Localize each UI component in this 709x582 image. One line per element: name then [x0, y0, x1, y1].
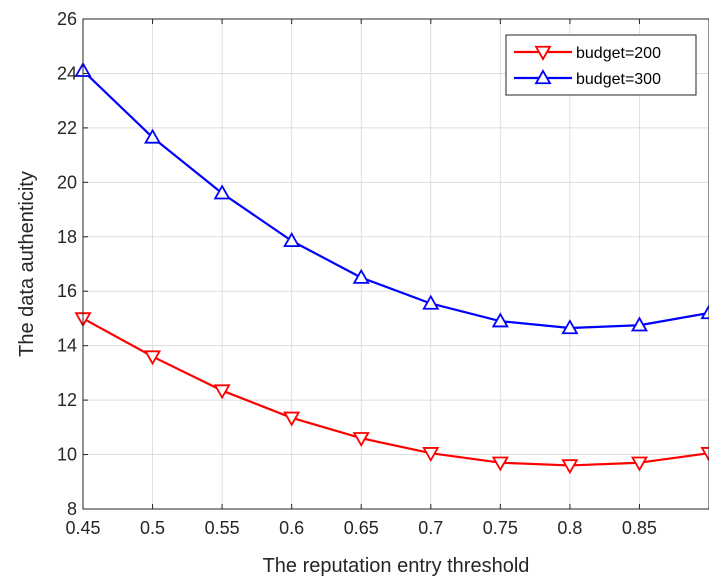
series-budget-300	[74, 61, 709, 335]
legend-marker	[534, 69, 552, 85]
y-tick-label: 18	[57, 227, 77, 247]
x-tick-label: 0.7	[418, 518, 443, 538]
y-tick-label: 24	[57, 63, 77, 83]
x-tick-label: 0.65	[344, 518, 379, 538]
x-tick-label: 0.6	[279, 518, 304, 538]
data-point	[630, 456, 648, 472]
x-tick-label: 0.8	[557, 518, 582, 538]
legend-label: budget=200	[576, 45, 661, 62]
x-axis-title: The reputation entry threshold	[263, 555, 530, 577]
x-tick-label: 0.55	[205, 518, 240, 538]
data-point	[213, 384, 231, 400]
data-point	[213, 184, 231, 200]
plot-frame	[82, 18, 709, 510]
data-point	[352, 268, 370, 284]
data-point	[422, 447, 440, 463]
data-point	[700, 304, 709, 320]
data-point	[352, 432, 370, 448]
data-point	[561, 459, 579, 475]
x-tick-labels: 0.45 0.5 0.55 0.6 0.65 0.7 0.75 0.8 0.85	[65, 518, 656, 538]
y-tick-label: 10	[57, 445, 77, 465]
tick-marks	[82, 18, 640, 510]
series-line	[82, 317, 709, 467]
data-point	[561, 319, 579, 335]
y-tick-label: 8	[67, 499, 77, 519]
legend-box	[505, 34, 697, 96]
legend-marker	[534, 45, 552, 61]
data-point	[283, 232, 301, 248]
data-point	[144, 350, 162, 366]
legend-item: budget=200	[514, 45, 661, 62]
y-tick-label: 22	[57, 118, 77, 138]
axes	[82, 18, 709, 510]
data-point	[700, 447, 709, 463]
data-point	[144, 128, 162, 144]
y-tick-label: 16	[57, 281, 77, 301]
data-point	[283, 411, 301, 427]
legend-label: budget=300	[576, 71, 661, 88]
data-point	[491, 312, 509, 328]
y-tick-label: 12	[57, 390, 77, 410]
series-line	[82, 69, 709, 330]
x-tick-label: 0.85	[622, 518, 657, 538]
legend: budget=200 budget=300	[505, 34, 697, 96]
data-point	[422, 294, 440, 310]
y-tick-label: 14	[57, 336, 77, 356]
data-point	[491, 456, 509, 472]
series-layer	[74, 61, 709, 475]
y-tick-label: 20	[57, 172, 77, 192]
data-point	[630, 316, 648, 332]
x-tick-label: 0.75	[483, 518, 518, 538]
y-tick-label: 26	[57, 9, 77, 29]
y-axis-title: The data authenticity	[16, 171, 38, 357]
legend-item: budget=300	[514, 69, 661, 88]
x-tick-label: 0.5	[140, 518, 165, 538]
x-tick-label: 0.45	[65, 518, 100, 538]
y-tick-labels: 8 10 12 14 16 18 20 22 24 26	[57, 9, 77, 519]
